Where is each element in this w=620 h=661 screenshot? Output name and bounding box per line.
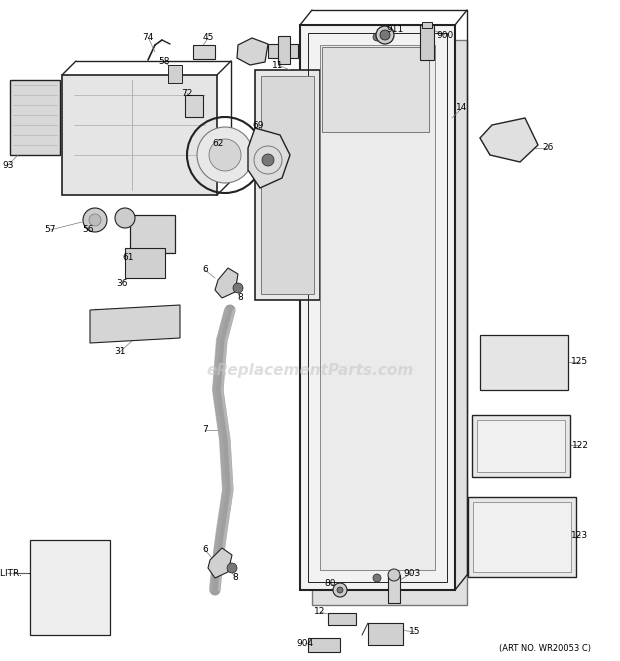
Circle shape: [376, 26, 394, 44]
Circle shape: [337, 587, 343, 593]
Text: 900: 900: [436, 30, 454, 40]
Text: 911: 911: [386, 26, 404, 34]
Bar: [300, 25, 455, 590]
Text: (ART NO. WR20053 C): (ART NO. WR20053 C): [499, 644, 591, 652]
Circle shape: [333, 583, 347, 597]
Circle shape: [115, 208, 135, 228]
Text: 1-LITR.: 1-LITR.: [0, 568, 22, 578]
Bar: [472, 415, 570, 477]
Text: 26: 26: [542, 143, 554, 153]
Bar: [322, 47, 429, 132]
Bar: [30, 540, 110, 635]
Text: 122: 122: [572, 440, 588, 449]
Bar: [422, 22, 432, 28]
Circle shape: [89, 214, 101, 226]
Text: 72: 72: [181, 89, 193, 98]
Circle shape: [388, 569, 400, 581]
Text: 36: 36: [117, 278, 128, 288]
Bar: [308, 33, 447, 582]
Bar: [261, 76, 314, 294]
Bar: [388, 575, 400, 603]
Text: 6: 6: [202, 266, 208, 274]
Text: 61: 61: [122, 254, 134, 262]
Circle shape: [380, 30, 390, 40]
Text: 74: 74: [143, 32, 154, 42]
Text: 31: 31: [114, 348, 126, 356]
Text: eReplacementParts.com: eReplacementParts.com: [206, 362, 414, 377]
Text: 93: 93: [2, 161, 14, 169]
Circle shape: [233, 283, 243, 293]
Bar: [468, 497, 576, 577]
Bar: [10, 80, 60, 155]
Polygon shape: [248, 128, 290, 188]
Text: 45: 45: [202, 34, 214, 42]
Bar: [278, 36, 290, 64]
Bar: [477, 420, 565, 472]
Bar: [328, 613, 356, 625]
Text: 80: 80: [324, 578, 336, 588]
Circle shape: [262, 154, 274, 166]
Polygon shape: [208, 548, 232, 578]
Bar: [125, 248, 165, 278]
Circle shape: [373, 574, 381, 582]
Circle shape: [209, 139, 241, 171]
Text: 57: 57: [44, 225, 56, 235]
Circle shape: [227, 563, 237, 573]
Bar: [168, 65, 182, 83]
Circle shape: [197, 127, 253, 183]
Text: 69: 69: [252, 120, 264, 130]
Text: 8: 8: [232, 574, 238, 582]
Text: 11: 11: [272, 61, 284, 69]
Bar: [308, 638, 340, 652]
Polygon shape: [215, 268, 238, 298]
Text: 903: 903: [404, 568, 420, 578]
Bar: [312, 40, 467, 605]
Circle shape: [83, 208, 107, 232]
Bar: [368, 623, 403, 645]
Bar: [185, 95, 203, 117]
Polygon shape: [90, 305, 180, 343]
Text: 15: 15: [409, 627, 421, 637]
Text: 904: 904: [296, 639, 314, 648]
Bar: [62, 75, 217, 195]
Bar: [420, 25, 434, 60]
Text: 58: 58: [158, 58, 170, 67]
Bar: [268, 44, 298, 58]
Bar: [473, 502, 571, 572]
Text: 123: 123: [572, 531, 588, 539]
Text: 6: 6: [202, 545, 208, 555]
Text: 56: 56: [82, 225, 94, 235]
Text: 8: 8: [237, 293, 243, 303]
Bar: [480, 335, 568, 390]
Text: 125: 125: [572, 358, 588, 366]
Text: 14: 14: [456, 104, 467, 112]
Text: 12: 12: [314, 607, 326, 617]
Polygon shape: [480, 118, 538, 162]
Polygon shape: [237, 38, 268, 65]
Text: 62: 62: [212, 139, 224, 147]
Bar: [320, 45, 435, 570]
Bar: [130, 215, 175, 253]
Circle shape: [373, 33, 381, 41]
Bar: [193, 45, 215, 59]
Text: 7: 7: [202, 426, 208, 434]
Bar: [255, 70, 320, 300]
